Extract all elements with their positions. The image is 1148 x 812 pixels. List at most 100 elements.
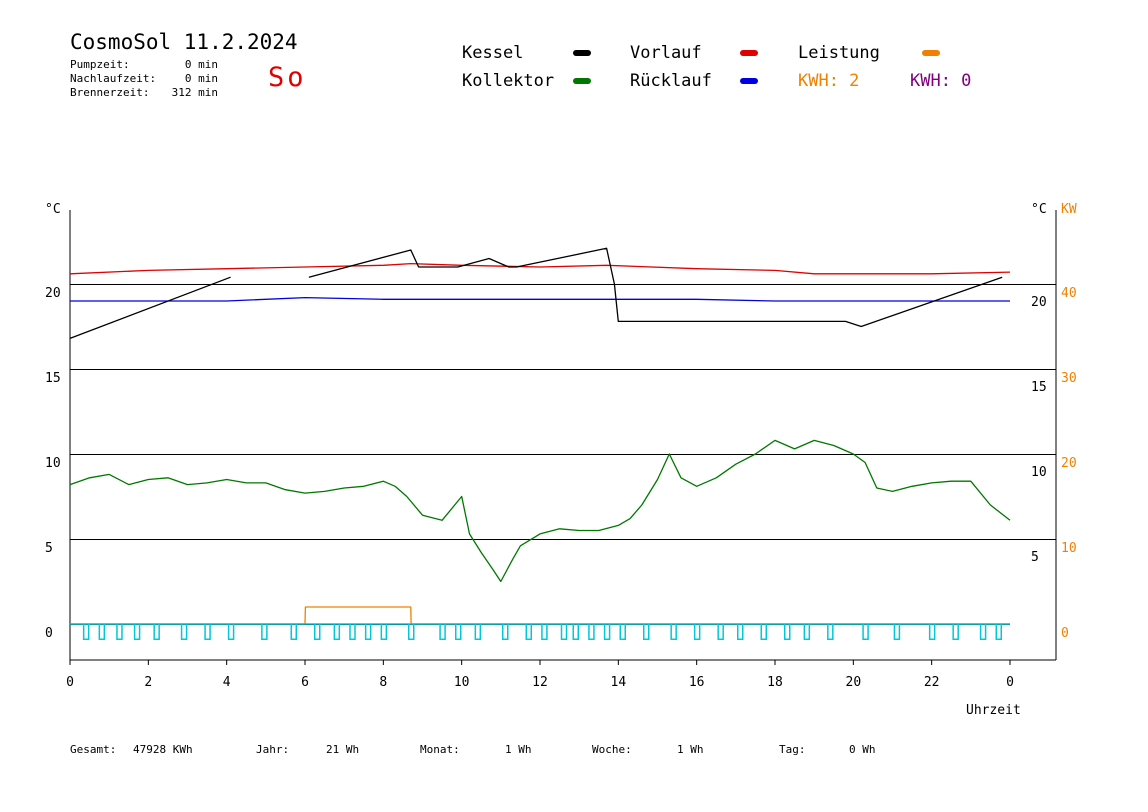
- pump-pulse: [116, 624, 123, 641]
- series-line-leistung: [70, 606, 1010, 625]
- chart-series: [69, 247, 1011, 625]
- x-tick-label: 12: [532, 675, 548, 690]
- x-tick-label: 14: [611, 675, 627, 690]
- pump-pulse: [737, 624, 744, 641]
- pump-pulse: [588, 624, 595, 641]
- legend-ruecklauf-swatch: [740, 78, 758, 84]
- legend-vorlauf-swatch: [740, 50, 758, 56]
- y-tick-label-right: 5: [1031, 550, 1039, 565]
- pump-pulse: [827, 624, 834, 641]
- footer-tag-value: 0 Wh: [849, 743, 876, 756]
- pump-pulse: [995, 624, 1002, 641]
- legend-vorlauf-label: Vorlauf: [630, 43, 702, 63]
- footer-gesamt-label: Gesamt:: [70, 743, 117, 756]
- pump-pulse: [455, 624, 462, 641]
- pump-pulse: [82, 624, 90, 641]
- brennerzeit-label: Brennerzeit:: [70, 86, 150, 99]
- y-tick-label-left: 0: [45, 626, 53, 641]
- pump-pulse: [502, 624, 509, 641]
- pump-pulse: [227, 624, 235, 641]
- footer-monat-label: Monat:: [420, 743, 460, 756]
- x-tick-label: 4: [223, 675, 231, 690]
- legend-kessel-swatch: [573, 50, 591, 56]
- pump-pulse: [572, 624, 579, 641]
- pump-pulse: [204, 624, 211, 641]
- nachlaufzeit-label: Nachlaufzeit:: [70, 72, 157, 85]
- chart-title: CosmoSol 11.2.2024: [70, 30, 298, 54]
- x-tick-label: 2: [144, 675, 152, 690]
- legend-kwh-purple: KWH: 0: [910, 71, 972, 91]
- x-tick-label: 22: [924, 675, 940, 690]
- y2-tick-label: 40: [1061, 286, 1077, 301]
- pump-pulse: [928, 624, 936, 641]
- series-line-kessel: [69, 247, 1003, 340]
- series-line-kollektor: [69, 439, 1011, 583]
- footer-woche-value: 1 Wh: [677, 743, 704, 756]
- pumpzeit-value: 0 min: [184, 58, 218, 71]
- x-tick-label: 20: [846, 675, 862, 690]
- y2-tick-label: 0: [1061, 626, 1069, 641]
- y-unit-left: °C: [45, 202, 61, 217]
- y-tick-label-left: 10: [45, 456, 61, 471]
- pumpzeit-label: Pumpzeit:: [70, 58, 130, 71]
- brennerzeit-value: 312 min: [171, 86, 218, 99]
- footer-woche-label: Woche:: [592, 743, 632, 756]
- pump-pulse: [314, 624, 321, 641]
- x-tick-label: 0: [1006, 675, 1014, 690]
- y-tick-label-right: 10: [1031, 465, 1047, 480]
- series-line-vorlauf: [69, 262, 1011, 275]
- x-tick-label: 10: [454, 675, 470, 690]
- y-tick-label-left: 20: [45, 286, 61, 301]
- pump-pulse: [760, 624, 767, 641]
- pump-pulse: [290, 624, 297, 641]
- pump-pulse: [717, 624, 724, 641]
- y-tick-label-left: 5: [45, 541, 53, 556]
- x-tick-label: 18: [767, 675, 783, 690]
- pump-pulse: [862, 624, 869, 641]
- pump-pulse: [439, 624, 446, 641]
- nachlaufzeit-value: 0 min: [184, 72, 218, 85]
- x-tick-label: 16: [689, 675, 705, 690]
- series-line-rcklauf: [70, 296, 1010, 302]
- pump-pulse: [560, 624, 568, 641]
- legend-leistung-label: Leistung: [798, 43, 880, 63]
- footer-gesamt-value: 47928 KWh: [133, 743, 193, 756]
- legend-kwh-orange: KWH: 2: [798, 71, 860, 91]
- x-axis-label: Uhrzeit: [966, 703, 1021, 718]
- pump-pulse: [784, 624, 791, 641]
- y-tick-label-right: 15: [1031, 380, 1047, 395]
- legend-leistung-swatch: [922, 50, 940, 56]
- y2-tick-label: 10: [1061, 541, 1077, 556]
- pump-pulse: [693, 624, 701, 641]
- x-tick-label: 6: [301, 675, 309, 690]
- pump-pulse: [349, 624, 356, 641]
- legend-kessel-label: Kessel: [462, 43, 524, 63]
- y-tick-label-right: 20: [1031, 295, 1047, 310]
- legend-kollektor-label: Kollektor: [462, 71, 555, 91]
- x-tick-label: 0: [66, 675, 74, 690]
- pump-pulse: [952, 624, 959, 641]
- footer-tag-label: Tag:: [779, 743, 806, 756]
- footer-jahr-label: Jahr:: [256, 743, 290, 756]
- legend-kollektor-swatch: [573, 78, 591, 84]
- pump-pulse: [133, 624, 141, 641]
- pump-pulse: [333, 624, 341, 641]
- weekday-label: So: [268, 62, 307, 93]
- footer-monat-value: 1 Wh: [505, 743, 532, 756]
- chart-grid: [70, 284, 1056, 625]
- pump-pulse: [380, 624, 388, 641]
- pump-pulse: [541, 624, 548, 641]
- pump-pulse: [408, 624, 415, 641]
- pump-pulse: [261, 624, 268, 641]
- pump-pulse: [893, 624, 901, 641]
- pump-pulse: [364, 624, 372, 641]
- pump-pulse: [803, 624, 811, 641]
- y-tick-label-left: 15: [45, 371, 61, 386]
- pump-pulse: [525, 624, 532, 641]
- pump-pulse: [619, 624, 626, 641]
- pump-pulse: [98, 624, 106, 641]
- y2-tick-label: 30: [1061, 371, 1077, 386]
- pump-pulse: [603, 624, 611, 641]
- pump-pulse: [153, 624, 160, 641]
- pump-cycles: [70, 623, 1010, 641]
